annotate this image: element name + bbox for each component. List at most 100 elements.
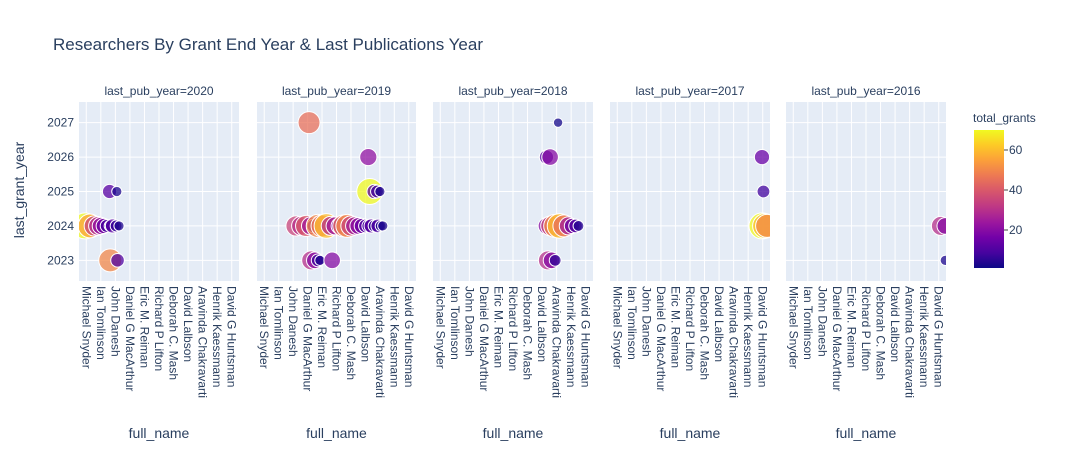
x-tick-label: Ian Tomlinson: [801, 286, 815, 360]
scatter-point[interactable]: [572, 220, 585, 232]
scatter-point[interactable]: [755, 213, 779, 238]
facet-panel: last_pub_year=2017 Michael Snyder Ian Toml…: [610, 84, 779, 441]
facet-label: last_pub_year=2020: [104, 84, 213, 98]
x-tick-label: Deborah C. Mash: [521, 286, 535, 380]
scatter-point[interactable]: [110, 253, 125, 268]
x-tick-label: Richard P Lifton: [506, 286, 520, 371]
x-tick-label: Eric M. Reiman: [844, 286, 858, 368]
x-axis-title: full_name: [836, 425, 897, 441]
y-axis-title: last_grant_year: [11, 141, 27, 238]
x-tick-label: Eric M. Reiman: [137, 286, 151, 368]
scatter-point[interactable]: [541, 148, 559, 166]
x-tick-label: John Danesh: [815, 286, 829, 357]
y-tick-label: 2027: [47, 116, 74, 130]
x-tick-label: Daniel G MacArthur: [830, 286, 844, 391]
x-tick-label: David Lalbson: [358, 286, 372, 362]
y-tick-label: 2023: [47, 253, 74, 267]
facet-label: last_pub_year=2017: [635, 84, 744, 98]
x-tick-label: Henrik Kaessmann: [387, 286, 401, 387]
x-tick-label: John Danesh: [286, 286, 300, 357]
x-tick-label: Michael Snyder: [786, 286, 800, 369]
colorbar-title: total_grants: [973, 111, 1036, 125]
scatter-points: [930, 215, 954, 266]
x-tick-label: David Lalbson: [535, 286, 549, 362]
scatter-point[interactable]: [753, 148, 770, 166]
colorbar-tick-label: 60: [1009, 143, 1023, 157]
x-tick-label: Richard P Lifton: [683, 286, 697, 371]
x-tick-label: John Danesh: [462, 286, 476, 357]
scatter-point[interactable]: [111, 185, 123, 198]
x-tick-label: Ian Tomlinson: [625, 286, 639, 360]
y-tick-label: 2024: [47, 219, 74, 233]
x-tick-label: Henrik Kaessmann: [564, 286, 578, 387]
scatter-points: [79, 183, 125, 273]
x-tick-label: Eric M. Reiman: [491, 286, 505, 368]
colorbar: total_grants 20 40 60: [973, 111, 1036, 268]
x-tick-label: Ian Tomlinson: [94, 286, 108, 360]
x-tick-label: David Lalbson: [181, 286, 195, 362]
x-tick-label: Deborah C. Mash: [698, 286, 712, 380]
x-tick-label: Aravinda Chakravarti: [196, 286, 210, 398]
facet-panel: last_pub_year=2016 Michael Snyder Ian Toml…: [786, 84, 954, 441]
scatter-point[interactable]: [113, 220, 125, 232]
scatter-point[interactable]: [936, 217, 954, 235]
x-tick-label: Aravinda Chakravarti: [373, 286, 387, 398]
x-tick-label: Eric M. Reiman: [668, 286, 682, 368]
x-tick-label: Michael Snyder: [610, 286, 624, 369]
x-tick-label: Daniel G MacArthur: [654, 286, 668, 391]
scatter-point[interactable]: [939, 254, 950, 266]
facet-panel: last_pub_year=2019 Michael Snyder Ian Toml…: [257, 84, 416, 441]
x-tick-label: David G Huntsman: [932, 286, 946, 387]
x-tick-label: Richard P Lifton: [859, 286, 873, 371]
scatter-point[interactable]: [548, 253, 562, 267]
x-axis-title: full_name: [129, 425, 190, 441]
x-tick-label: Daniel G MacArthur: [123, 286, 137, 391]
x-tick-label: David G Huntsman: [402, 286, 416, 387]
x-tick-label: David G Huntsman: [225, 286, 239, 387]
x-tick-label: Henrik Kaessmann: [741, 286, 755, 387]
x-axis-title: full_name: [483, 425, 544, 441]
x-tick-label: Aravinda Chakravarti: [550, 286, 564, 398]
x-tick-label: John Danesh: [639, 286, 653, 357]
x-tick-label: John Danesh: [108, 286, 122, 357]
scatter-points: [537, 117, 585, 271]
colorbar-tick-label: 20: [1009, 223, 1023, 237]
scatter-points: [285, 111, 389, 271]
x-tick-label: Daniel G MacArthur: [301, 286, 315, 391]
x-tick-label: Deborah C. Mash: [344, 286, 358, 380]
facet-label: last_pub_year=2019: [282, 84, 391, 98]
x-tick-label: Aravinda Chakravarti: [727, 286, 741, 398]
x-tick-label: Michael Snyder: [257, 286, 271, 369]
x-tick-label: Henrik Kaessmann: [210, 286, 224, 387]
scatter-point[interactable]: [756, 184, 770, 199]
x-tick-label: Aravinda Chakravarti: [903, 286, 917, 398]
x-axis-title: full_name: [660, 425, 721, 441]
facet-panel: last_pub_year=2020 Michael Snyder Ian Toml…: [47, 84, 239, 441]
scatter-point[interactable]: [359, 147, 378, 167]
scatter-point[interactable]: [323, 251, 341, 270]
y-tick-label: 2026: [47, 150, 74, 164]
x-tick-label: Deborah C. Mash: [874, 286, 888, 380]
x-tick-label: Deborah C. Mash: [167, 286, 181, 380]
x-tick-label: Michael Snyder: [79, 286, 93, 369]
facet-label: last_pub_year=2016: [811, 84, 920, 98]
chart-title: Researchers By Grant End Year & Last Pub…: [53, 35, 483, 54]
scatter-point[interactable]: [377, 220, 389, 232]
x-tick-label: Richard P Lifton: [330, 286, 344, 371]
x-tick-label: Richard P Lifton: [152, 286, 166, 371]
scatter-point[interactable]: [374, 185, 386, 198]
x-tick-label: David Lalbson: [712, 286, 726, 362]
scatter-points: [748, 148, 779, 240]
x-tick-label: David G Huntsman: [579, 286, 593, 387]
scatter-point[interactable]: [552, 117, 564, 128]
x-tick-label: Ian Tomlinson: [272, 286, 286, 360]
facet-label: last_pub_year=2018: [458, 84, 567, 98]
x-tick-label: David G Huntsman: [756, 286, 770, 387]
y-tick-label: 2025: [47, 185, 74, 199]
scatter-point[interactable]: [297, 111, 321, 135]
x-tick-label: Daniel G MacArthur: [477, 286, 491, 391]
facet-panel: last_pub_year=2018 Michael Snyder Ian Toml…: [433, 84, 593, 441]
x-tick-label: Henrik Kaessmann: [917, 286, 931, 387]
